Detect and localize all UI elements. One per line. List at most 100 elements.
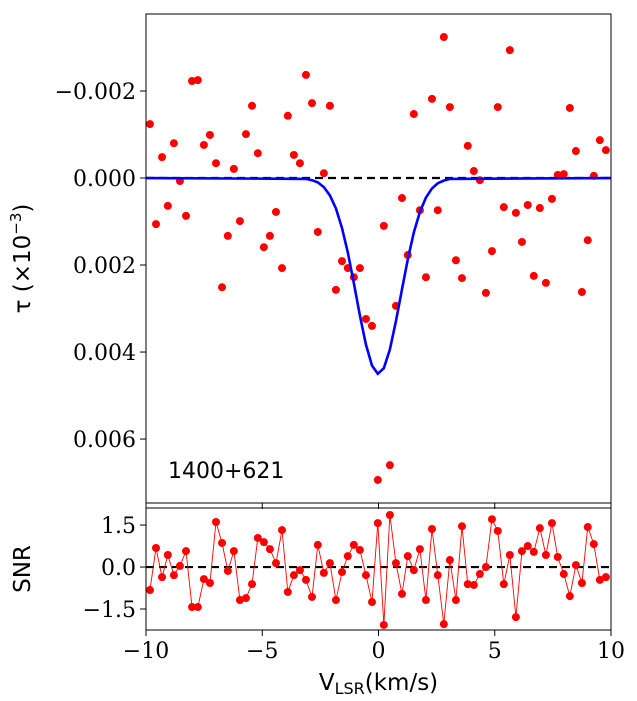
data-point — [248, 101, 257, 110]
data-point — [367, 598, 376, 607]
data-point — [211, 517, 220, 526]
data-point — [229, 547, 238, 556]
data-point — [379, 620, 388, 629]
data-point — [151, 544, 160, 553]
y-axis-label: τ (×10−3) — [7, 204, 36, 314]
data-point — [577, 578, 586, 587]
data-point — [355, 545, 364, 554]
data-point — [589, 540, 598, 549]
data-point — [523, 542, 532, 551]
data-point — [319, 568, 328, 577]
data-point — [169, 139, 178, 148]
data-point — [601, 146, 610, 155]
x-axis-label: VLSR(km/s) — [319, 670, 438, 698]
data-point — [193, 603, 202, 612]
data-point — [571, 147, 580, 156]
data-point — [235, 596, 244, 605]
data-point — [355, 264, 364, 273]
y-axis-label-part: −3 — [7, 213, 25, 235]
data-point — [349, 540, 358, 549]
data-point — [385, 510, 394, 519]
data-point — [313, 227, 322, 236]
data-point — [565, 103, 574, 112]
data-point — [535, 204, 544, 213]
data-point — [145, 120, 154, 129]
data-point — [463, 141, 472, 150]
data-point — [439, 620, 448, 629]
data-point — [259, 243, 268, 252]
data-point — [499, 203, 508, 212]
data-point — [229, 164, 238, 173]
data-point — [337, 568, 346, 577]
data-point — [361, 314, 370, 323]
data-point — [181, 211, 190, 220]
data-point — [487, 515, 496, 524]
data-point — [451, 596, 460, 605]
data-point — [271, 559, 280, 568]
data-point — [421, 273, 430, 282]
series-line — [145, 176, 612, 376]
data-point — [409, 110, 418, 119]
data-point — [397, 194, 406, 203]
data-point — [559, 170, 568, 179]
y-tick-label: −0.002 — [55, 80, 136, 105]
data-point — [457, 522, 466, 531]
x-tick-label: 5 — [488, 639, 502, 664]
data-point — [433, 571, 442, 580]
x-axis-label-part: V — [319, 670, 335, 696]
y-axis-label-part: τ (×10 — [10, 235, 36, 314]
data-point — [265, 231, 274, 240]
data-point — [278, 526, 287, 535]
data-point — [409, 566, 418, 575]
plot-frame — [145, 13, 612, 504]
data-point — [487, 247, 496, 256]
data-point — [445, 103, 454, 112]
y-tick-label: 0.000 — [73, 167, 136, 192]
data-point — [505, 46, 514, 55]
data-point — [583, 236, 592, 245]
data-point — [385, 461, 394, 470]
data-point — [308, 592, 317, 601]
data-point — [439, 33, 448, 42]
data-point — [541, 278, 550, 287]
data-point — [218, 283, 227, 292]
data-point — [205, 130, 214, 139]
data-point — [523, 200, 532, 209]
data-point — [445, 556, 454, 565]
x-tick-label: −10 — [123, 639, 169, 664]
data-point — [361, 571, 370, 580]
data-point — [163, 201, 172, 210]
data-point — [391, 559, 400, 568]
data-point — [595, 575, 604, 584]
data-point — [601, 573, 610, 582]
data-point — [553, 552, 562, 561]
y-tick-label: 0.004 — [73, 341, 136, 366]
data-point — [181, 547, 190, 556]
data-point — [278, 264, 287, 273]
data-point — [175, 561, 184, 570]
data-point — [469, 580, 478, 589]
panel: −1.5 0.0 1.5 −10 −5 0 5 10 SNR VLSR(km/s) — [10, 507, 625, 698]
series-line — [149, 514, 607, 625]
data-point — [158, 573, 167, 582]
data-point — [253, 533, 262, 542]
data-point — [403, 552, 412, 561]
data-point — [193, 76, 202, 85]
data-point — [241, 130, 250, 139]
data-point — [169, 571, 178, 580]
data-point — [535, 524, 544, 533]
y-tick-label: 0.006 — [73, 428, 136, 453]
y-tick-label: 0.002 — [73, 254, 136, 279]
data-point — [241, 594, 250, 603]
data-point — [547, 194, 556, 203]
data-point — [367, 321, 376, 330]
data-point — [565, 592, 574, 601]
data-point — [218, 538, 227, 547]
data-point — [463, 580, 472, 589]
data-point — [313, 540, 322, 549]
data-point — [145, 585, 154, 594]
data-point — [547, 519, 556, 528]
y-tick-label: −1.5 — [83, 598, 136, 623]
data-point — [308, 99, 317, 108]
